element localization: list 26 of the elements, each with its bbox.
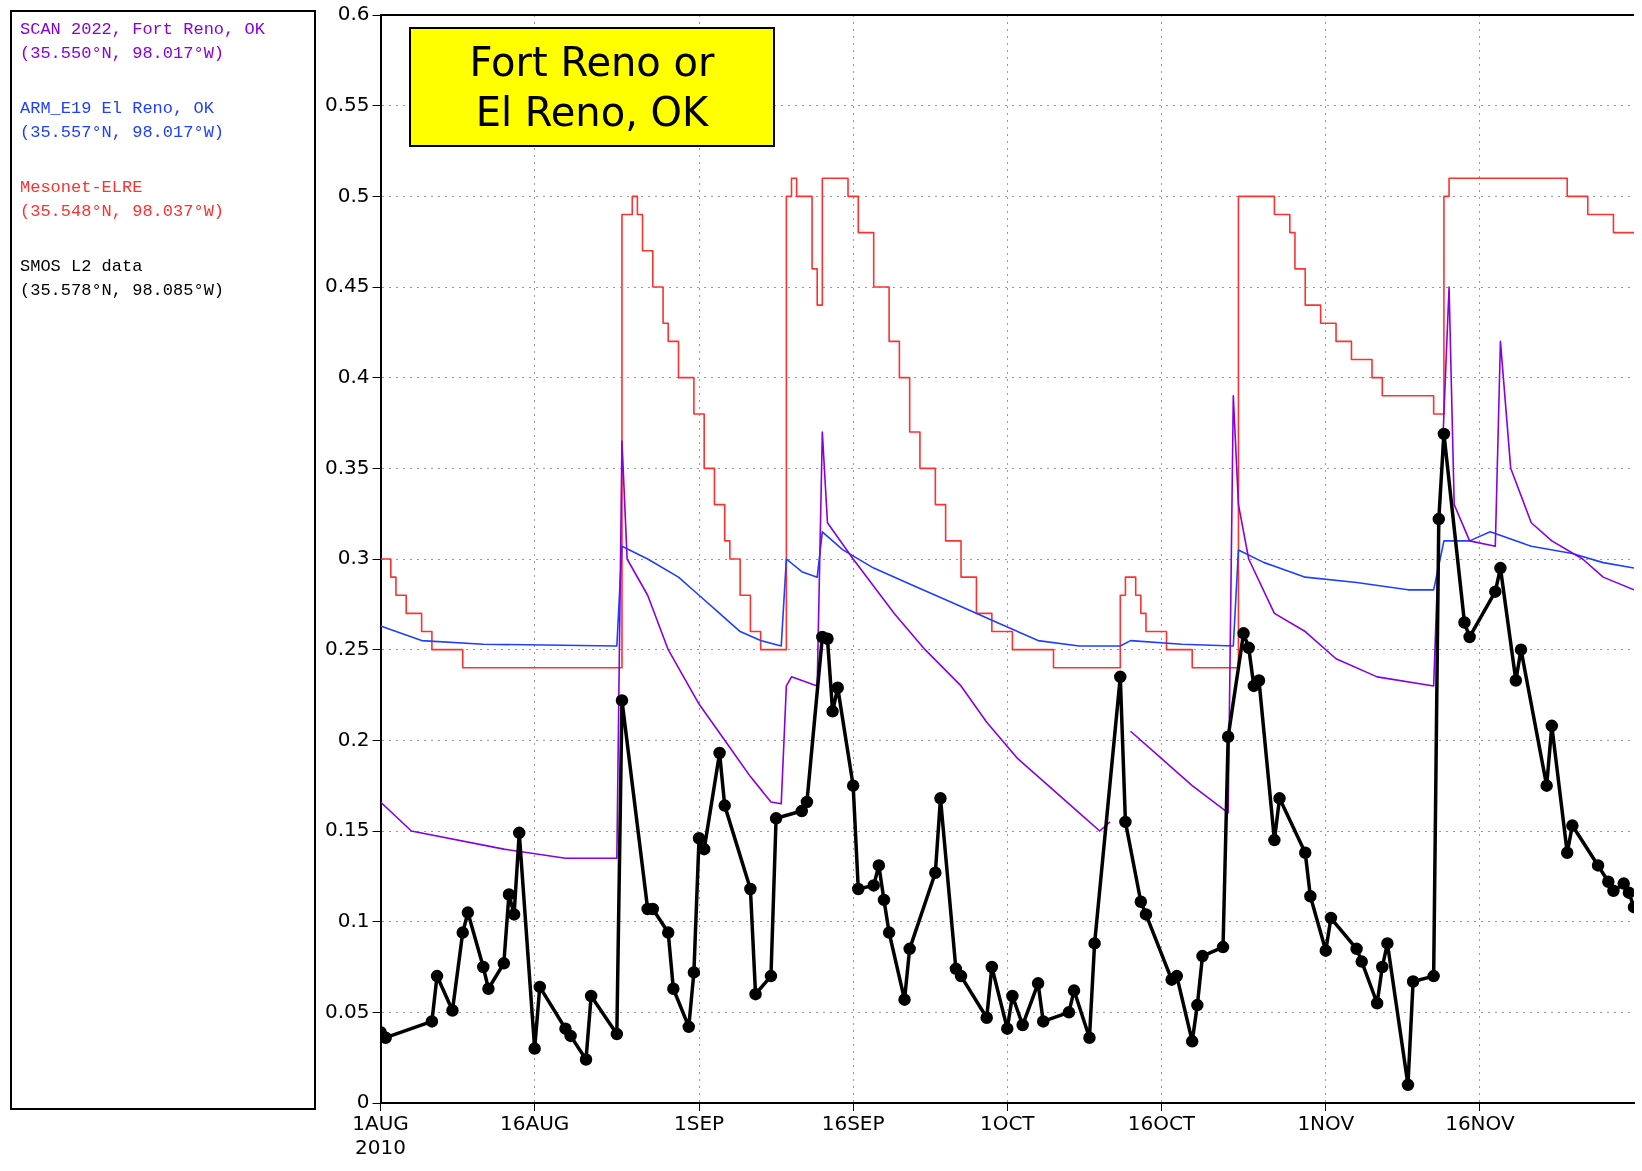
x-tick-label: 1AUG 2010 [352, 1111, 409, 1160]
y-tick-label: 0.3 [337, 545, 370, 570]
y-tick-label: 0.55 [325, 91, 370, 116]
x-tick-label: 16NOV [1445, 1111, 1515, 1136]
text: SMOS L2 data (35.578°N, 98.085°W) [20, 256, 226, 302]
y-tick-label: 0.25 [325, 635, 370, 660]
text: SCAN 2022, Fort Reno, OK (35.550°N, 98.017°W) [20, 19, 266, 65]
y-tick-label: 0.45 [325, 273, 370, 298]
text: ARM_E19 El Reno, OK (35.557°N, 98.017°W) [20, 98, 226, 144]
y-tick-label: 0.15 [325, 817, 370, 842]
y-tick-label: 0.1 [337, 907, 370, 932]
text: Fort Reno or El Reno, OK [409, 27, 775, 147]
x-tick-label: 1NOV [1297, 1111, 1355, 1136]
y-tick-label: 0 [356, 1089, 370, 1114]
y-tick-label: 0.5 [337, 182, 370, 207]
x-tick-label: 16SEP [821, 1111, 885, 1136]
y-tick-label: 0.2 [337, 726, 370, 751]
text: Mesonet-ELRE (35.548°N, 98.037°W) [20, 177, 226, 223]
y-tick-label: 0.35 [325, 454, 370, 479]
x-tick-label: 16OCT [1127, 1111, 1196, 1136]
x-tick-label: 1OCT [979, 1111, 1036, 1136]
x-tick-label: 16AUG [500, 1111, 570, 1136]
x-tick-label: 1SEP [673, 1111, 725, 1136]
y-tick-label: 0.4 [337, 363, 370, 388]
y-tick-label: 0.6 [337, 1, 370, 26]
y-tick-label: 0.05 [325, 998, 370, 1023]
